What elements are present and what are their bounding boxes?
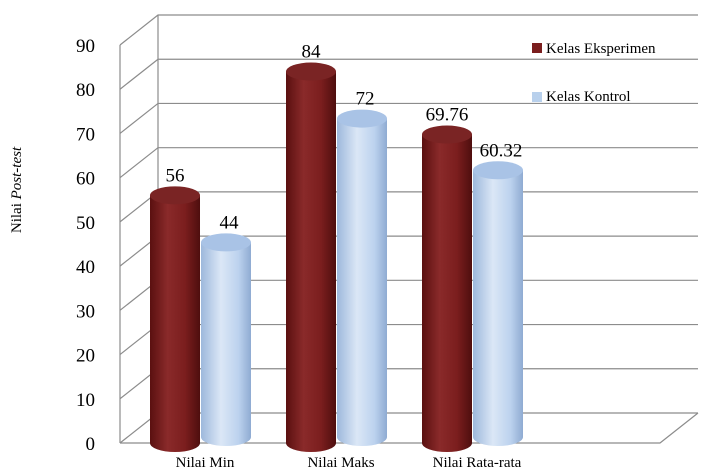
bar-top bbox=[337, 109, 387, 128]
bar-body bbox=[337, 118, 387, 446]
y-tick-label: 40 bbox=[76, 257, 95, 278]
bars bbox=[150, 62, 523, 453]
y-tick-label: 30 bbox=[76, 301, 95, 322]
data-label: 84 bbox=[302, 42, 322, 63]
bar-body bbox=[422, 134, 472, 452]
y-axis-ticks: 0 10 20 30 40 50 60 70 80 90 bbox=[76, 36, 95, 455]
bar bbox=[337, 109, 387, 446]
bar bbox=[422, 125, 472, 452]
x-tick-label: Nilai Rata-rata bbox=[433, 455, 522, 471]
data-labels: 56 44 84 72 69.76 60.32 bbox=[166, 42, 523, 234]
y-tick-label: 20 bbox=[76, 346, 95, 367]
y-tick-label: 80 bbox=[76, 80, 95, 101]
data-label: 72 bbox=[356, 89, 375, 110]
y-tick-label: 70 bbox=[76, 124, 95, 145]
data-label: 60.32 bbox=[480, 140, 523, 161]
x-tick-label: Nilai Min bbox=[176, 455, 235, 471]
bar-top bbox=[201, 233, 251, 252]
y-tick-label: 0 bbox=[86, 434, 96, 455]
y-tick-label: 10 bbox=[76, 390, 95, 411]
bar-body bbox=[286, 71, 336, 453]
bar bbox=[150, 186, 200, 452]
gridline bbox=[119, 58, 698, 90]
bar-body bbox=[201, 242, 251, 446]
bar-top bbox=[150, 186, 200, 205]
bar-top bbox=[473, 161, 523, 180]
gridline bbox=[119, 191, 698, 223]
bar bbox=[201, 233, 251, 446]
y-tick-label: 90 bbox=[76, 36, 95, 57]
bar-body bbox=[473, 170, 523, 446]
y-tick-label: 60 bbox=[76, 169, 95, 190]
x-tick-label: Nilai Maks bbox=[307, 455, 374, 471]
bar-body bbox=[150, 195, 200, 452]
bar bbox=[473, 161, 523, 446]
y-axis-label: Nilai Post-test bbox=[9, 146, 25, 233]
y-tick-label: 50 bbox=[76, 213, 95, 234]
data-label: 44 bbox=[220, 212, 240, 233]
legend-label-eksperimen: Kelas Eksperimen bbox=[546, 41, 656, 57]
data-label: 69.76 bbox=[426, 105, 469, 126]
legend-swatch-eksperimen bbox=[532, 43, 542, 53]
x-axis-ticks: Nilai Min Nilai Maks Nilai Rata-rata bbox=[176, 455, 522, 471]
data-label: 56 bbox=[166, 165, 185, 186]
legend-label-kontrol: Kelas Kontrol bbox=[546, 89, 631, 105]
bar-top bbox=[422, 125, 472, 144]
gridline bbox=[119, 147, 698, 179]
legend-swatch-kontrol bbox=[532, 92, 542, 102]
legend: Kelas Eksperimen Kelas Kontrol bbox=[532, 41, 656, 105]
bar-top bbox=[286, 62, 336, 81]
gridline bbox=[119, 102, 698, 134]
bar bbox=[286, 62, 336, 453]
